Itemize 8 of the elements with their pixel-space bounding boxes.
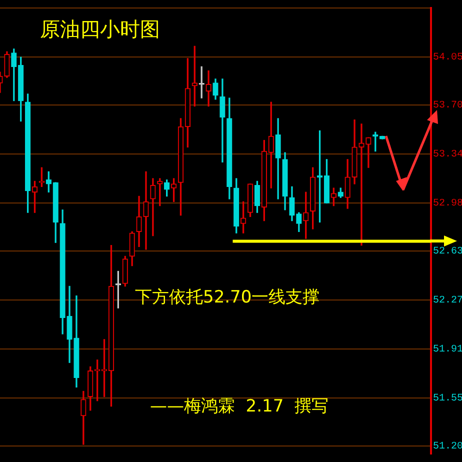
annotation: ——梅鸿霖 2.17 撰写 [150, 396, 328, 416]
y-tick-label: 51.55 [433, 394, 462, 405]
y-tick-label: 52.63 [433, 246, 462, 258]
y-tick-label: 52.98 [433, 198, 462, 210]
y-tick-label: 54.05 [433, 52, 462, 64]
y-tick-label: 52.27 [433, 296, 462, 307]
annotation: 下方依托52.70一线支撑 [135, 287, 320, 308]
text: 原油四小时图 [40, 17, 160, 42]
